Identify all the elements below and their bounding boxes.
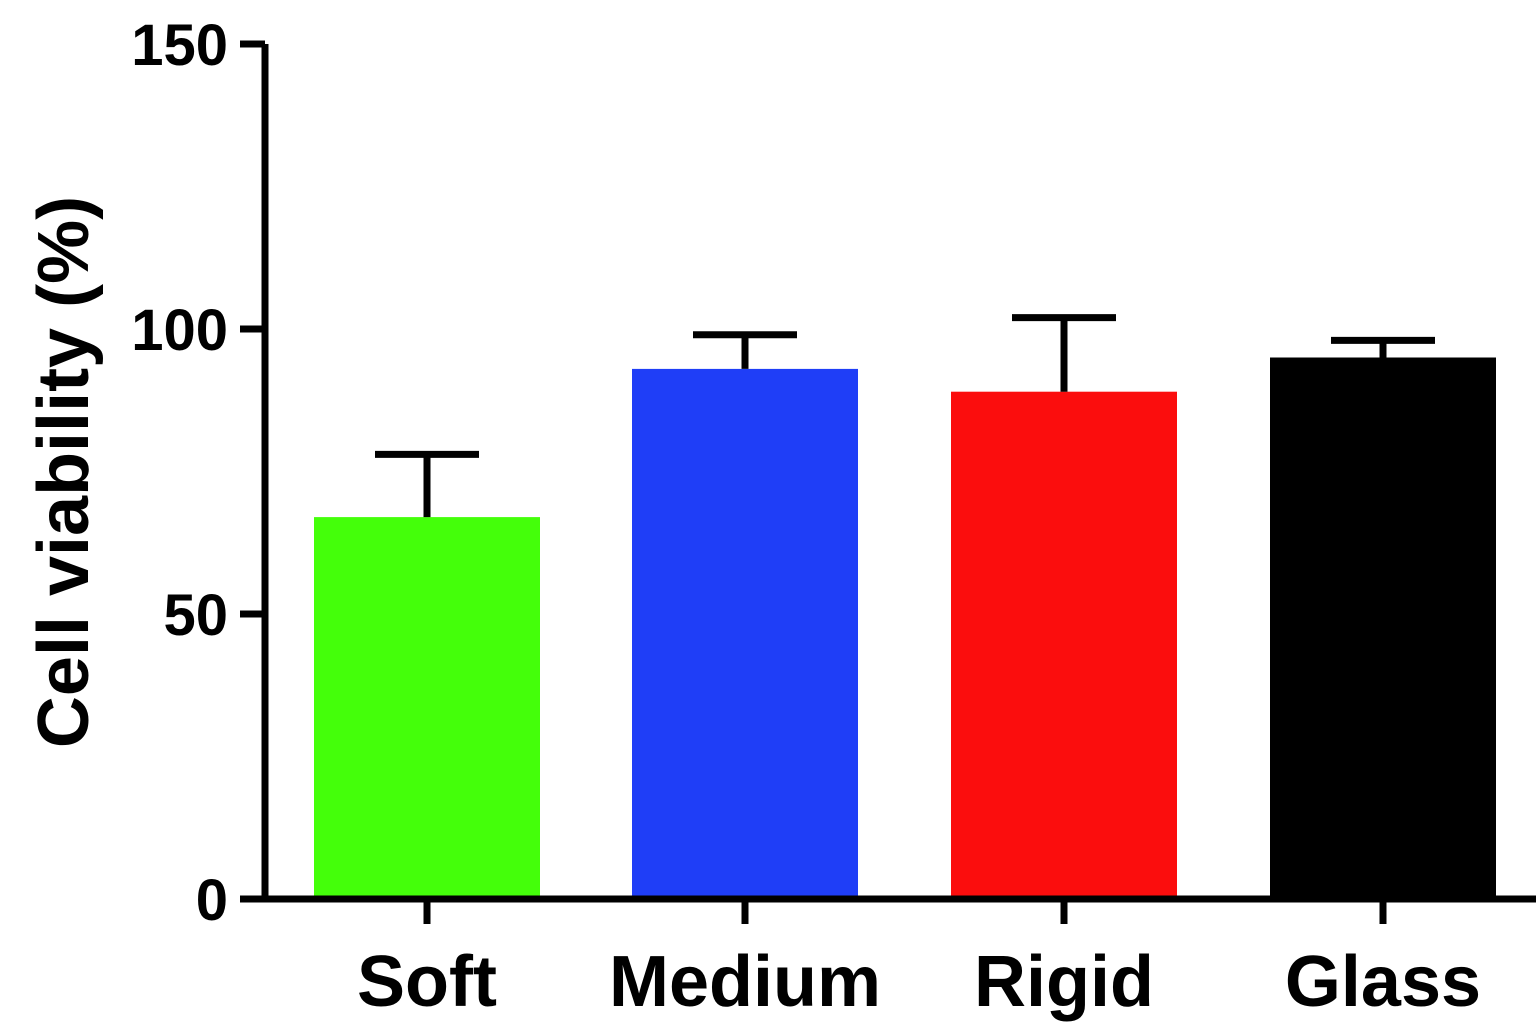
x-ticks-layer: Soft Medium Rigid Glass [357,899,1481,1022]
y-tick-label: 100 [131,298,228,363]
bar-medium [632,368,858,899]
error-bars-layer [375,314,1435,518]
x-tick-label-soft: Soft [357,942,497,1022]
y-axis-title: Cell viability (%) [24,196,104,748]
bar-rigid [951,391,1177,899]
y-tick-label: 50 [163,583,228,648]
x-tick-label-glass: Glass [1285,942,1481,1022]
x-tick-label-medium: Medium [609,942,881,1022]
bar-glass [1270,357,1496,899]
x-tick-label-rigid: Rigid [974,942,1154,1022]
y-tick-label: 150 [131,13,228,78]
y-tick-label: 0 [196,868,228,933]
bar-soft [314,517,540,899]
bars-layer [314,357,1496,899]
y-ticks-layer: 0 50 100 150 [131,13,265,933]
